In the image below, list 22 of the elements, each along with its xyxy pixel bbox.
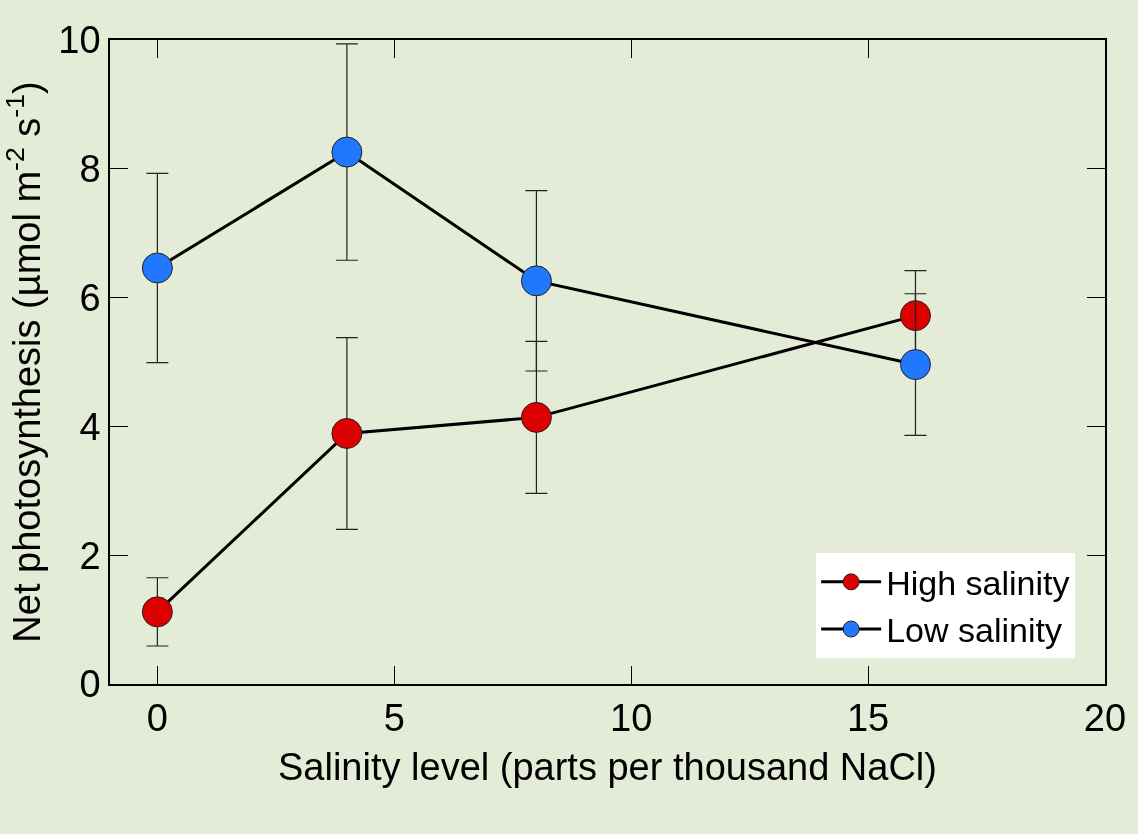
y-tick-label: 10 (58, 19, 101, 62)
y-tick-label: 6 (79, 276, 101, 319)
x-tick-label: 5 (383, 697, 405, 740)
point (899, 300, 931, 332)
y-tick-label: 4 (79, 405, 101, 448)
x-tick-label: 0 (146, 697, 168, 740)
x-tick-label: 10 (610, 697, 653, 740)
y-tick-label: 2 (79, 534, 101, 577)
legend-label: High salinity (886, 564, 1070, 603)
x-axis-title: Salinity level (parts per thousand NaCl) (278, 745, 937, 788)
point (141, 252, 173, 284)
legend-label: Low salinity (886, 611, 1062, 650)
point (899, 349, 931, 381)
point (141, 596, 173, 628)
point (520, 265, 552, 297)
point (331, 417, 363, 449)
y-tick-label: 8 (79, 148, 101, 191)
point (331, 136, 363, 168)
x-tick-label: 15 (846, 697, 890, 740)
y-tick-label: 0 (79, 663, 101, 706)
x-tick-label: 20 (1083, 697, 1127, 740)
point (520, 401, 552, 433)
